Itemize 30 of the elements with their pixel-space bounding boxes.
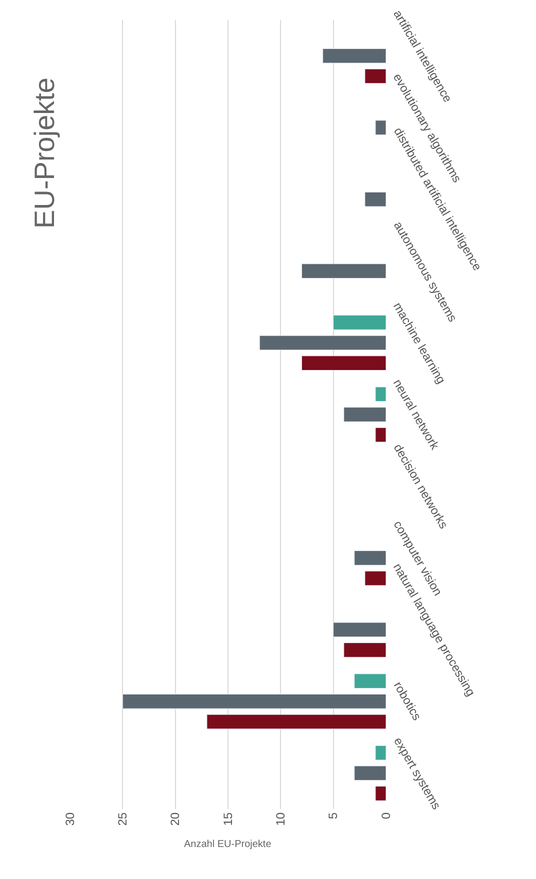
x-tick-label: 25: [116, 812, 130, 826]
bar: [344, 407, 386, 422]
bar: [259, 335, 386, 350]
bar: [375, 427, 386, 442]
x-tick-label: 15: [220, 812, 235, 826]
text: EU-Projekte: [28, 78, 60, 228]
bar: [354, 766, 386, 781]
bar: [206, 714, 386, 730]
x-tick-label: 30: [62, 812, 77, 826]
bar: [375, 120, 386, 136]
bar: [375, 786, 386, 801]
bar: [322, 48, 386, 64]
bar: [333, 622, 386, 638]
bar: [354, 550, 386, 566]
bar: [344, 642, 386, 658]
bar: [364, 68, 386, 84]
bar: [333, 315, 386, 330]
x-axis-title: Anzahl EU-Projekte: [184, 839, 272, 850]
bar: [364, 570, 386, 586]
bar: [301, 356, 386, 371]
bar: [354, 674, 386, 689]
x-tick-label: 20: [168, 812, 182, 826]
bar: [301, 264, 386, 278]
bar: [375, 745, 386, 760]
bar: [375, 386, 386, 402]
x-tick-label: 10: [274, 812, 288, 826]
x-tick-label: 5: [326, 812, 340, 820]
bar: [364, 192, 386, 207]
x-tick-label: 0: [378, 812, 393, 820]
bar: [122, 694, 386, 709]
